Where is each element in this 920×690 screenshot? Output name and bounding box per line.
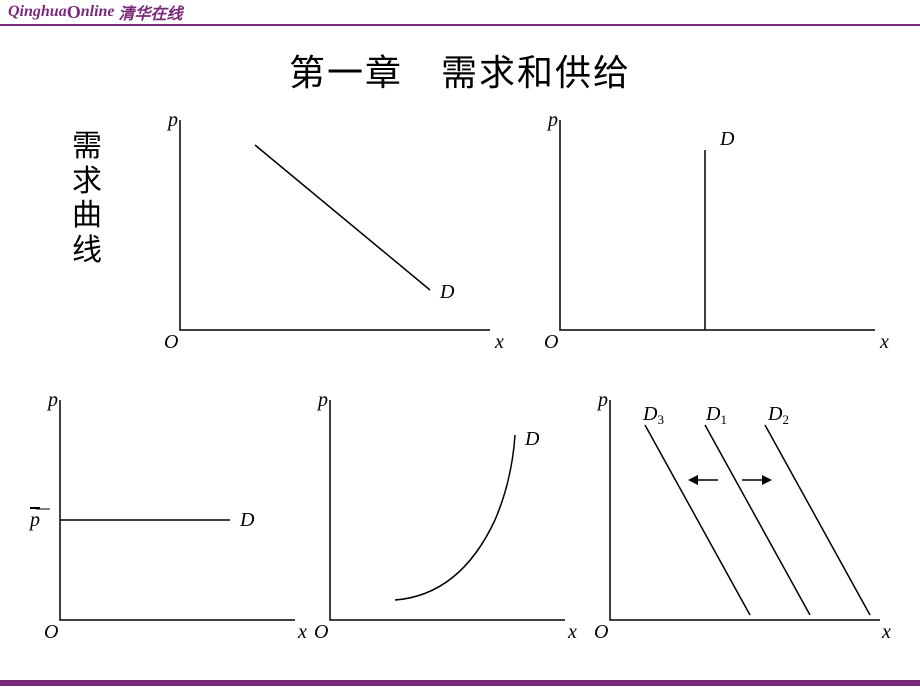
- axis-label-origin: O: [594, 621, 608, 643]
- demand-curve: [395, 435, 515, 600]
- axis-label-x: x: [879, 331, 889, 353]
- axis-label-origin: O: [314, 621, 328, 643]
- axis-label-origin: O: [544, 331, 558, 353]
- page-title: 第一章 需求和供给: [0, 44, 920, 96]
- brand-text-1: Qinghua: [8, 3, 67, 21]
- axes: [60, 400, 295, 620]
- chart-grid: p O x D p O x D p O x D p: [0, 100, 920, 660]
- chart-svg: p O x D: [160, 110, 510, 360]
- axis-label-x: x: [494, 331, 504, 353]
- axis-label-origin: O: [164, 331, 178, 353]
- curve-label-d: D: [239, 509, 255, 531]
- chart-panel-2: p O x D: [540, 110, 890, 360]
- axis-label-pbar: p: [28, 509, 40, 531]
- brand-header: Qinghua O nline 清华在线: [0, 0, 920, 26]
- axis-label-p: p: [166, 109, 178, 131]
- curve-label-d2: D2: [767, 403, 789, 427]
- curve-label-d1: D1: [705, 403, 727, 427]
- chart-panel-1: p O x D: [160, 110, 510, 360]
- arrow-left-head: [688, 475, 698, 485]
- demand-line: [255, 145, 430, 290]
- axis-label-x: x: [567, 621, 577, 643]
- curve-label-d: D: [439, 281, 455, 303]
- demand-line-d3: [645, 425, 750, 615]
- curve-label-d3: D3: [642, 403, 664, 427]
- brand-text-o: O: [67, 2, 81, 23]
- axis-label-origin: O: [44, 621, 58, 643]
- arrow-right-head: [762, 475, 772, 485]
- chart-panel-3: p O x D p: [40, 390, 310, 650]
- demand-line-d1: [705, 425, 810, 615]
- axis-label-p: p: [316, 389, 328, 411]
- axis-label-p: p: [596, 389, 608, 411]
- brand-text-cn: 清华在线: [119, 0, 183, 24]
- chart-svg: p O x D3 D1 D2: [590, 390, 890, 650]
- footer-bar: [0, 680, 920, 686]
- chart-panel-4: p O x D: [310, 390, 580, 650]
- chart-svg: p O x D: [310, 390, 580, 650]
- brand-text-2: nline: [81, 3, 115, 21]
- axis-label-p: p: [46, 389, 58, 411]
- axes: [610, 400, 880, 620]
- chart-svg: p O x D p: [40, 390, 310, 650]
- axis-label-x: x: [881, 621, 891, 643]
- axis-label-x: x: [297, 621, 307, 643]
- curve-label-d: D: [524, 428, 540, 450]
- chart-panel-5: p O x D3 D1 D2: [590, 390, 890, 650]
- chart-svg: p O x D: [540, 110, 890, 360]
- axis-label-p: p: [546, 109, 558, 131]
- axes: [560, 120, 875, 330]
- curve-label-d: D: [719, 128, 735, 150]
- demand-line-d2: [765, 425, 870, 615]
